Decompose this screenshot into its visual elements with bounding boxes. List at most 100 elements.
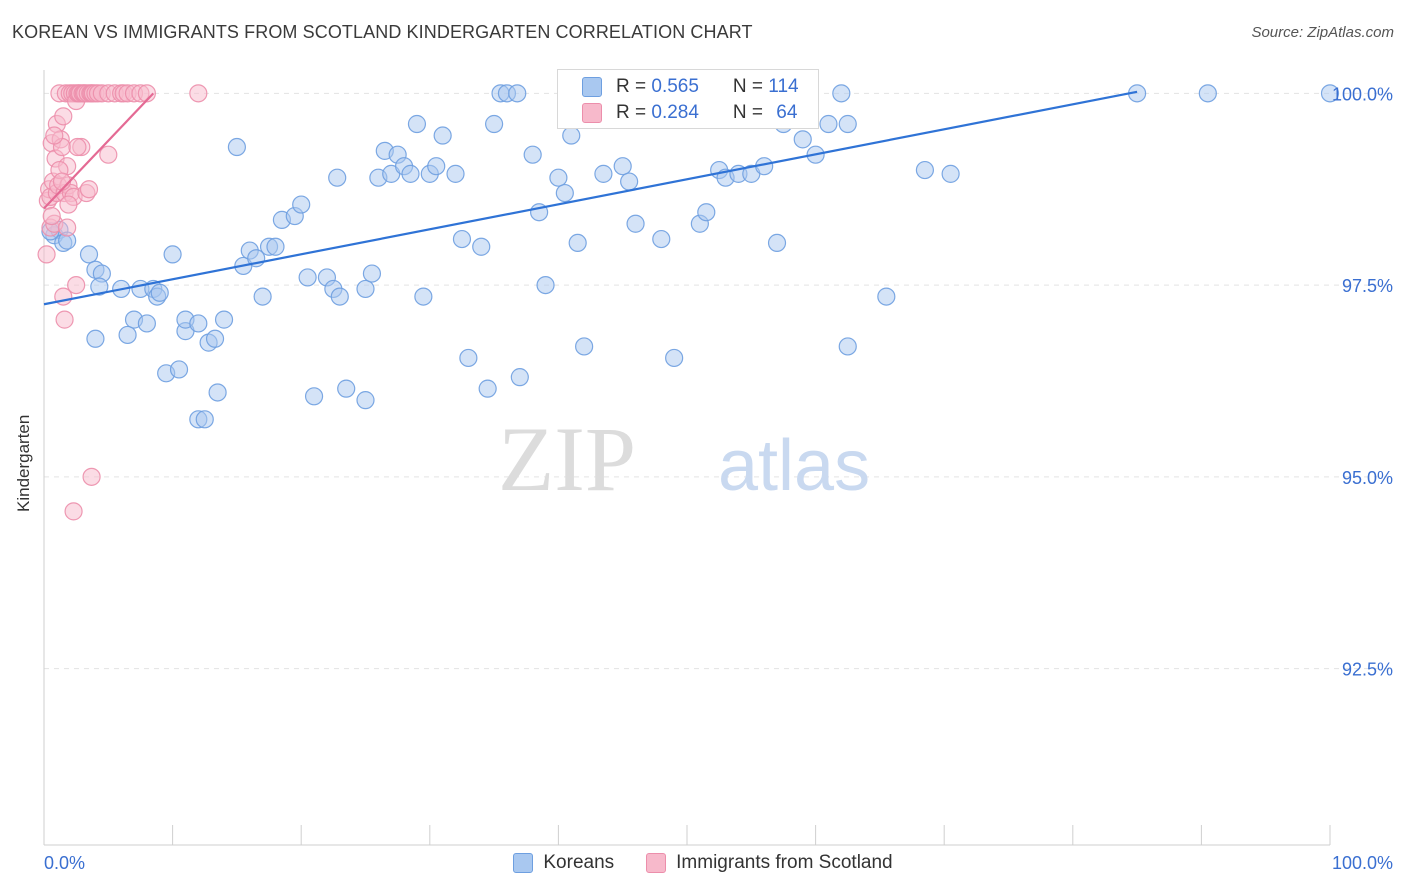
point-scotland-57	[189, 84, 208, 103]
legend-swatch-koreans	[513, 853, 534, 873]
point-koreans-112	[1320, 84, 1340, 103]
point-koreans-58	[427, 157, 446, 176]
point-koreans-33	[253, 287, 272, 306]
point-scotland-50	[137, 84, 156, 103]
legend-item-koreans[interactable]: Koreans	[513, 852, 614, 874]
point-koreans-48	[356, 391, 375, 410]
point-koreans-13	[137, 314, 156, 333]
point-koreans-18	[169, 360, 189, 379]
stats-r-value: 0.284	[651, 102, 699, 123]
point-koreans-81	[613, 157, 632, 176]
point-koreans-75	[562, 126, 581, 145]
point-scotland-60	[68, 137, 87, 157]
watermark-atlas: atlas	[718, 426, 870, 506]
point-koreans-64	[478, 379, 497, 398]
point-koreans-109	[941, 164, 960, 183]
point-koreans-39	[298, 268, 317, 287]
point-koreans-20	[163, 245, 182, 264]
point-koreans-65	[485, 114, 504, 134]
point-koreans-85	[652, 229, 671, 249]
point-scotland-54	[82, 467, 101, 486]
y-tick-label-1: 97.5%	[1342, 276, 1393, 296]
point-koreans-46	[356, 279, 375, 299]
stats-r-label: R =	[616, 76, 652, 97]
point-scotland-58	[45, 126, 64, 145]
legend: Koreans Immigrants from Scotland	[0, 852, 1406, 874]
watermark-zip: ZIP	[498, 408, 636, 510]
axes	[43, 70, 1331, 846]
point-koreans-111	[1198, 84, 1217, 103]
stats-n-label: N =	[732, 76, 769, 97]
legend-label-koreans: Koreans	[543, 852, 615, 873]
point-koreans-55	[407, 114, 427, 134]
stats-r-value: 0.565	[651, 76, 699, 97]
point-koreans-70	[523, 145, 542, 164]
point-koreans-44	[328, 168, 347, 187]
series-scotland-points	[37, 84, 208, 521]
point-koreans-45	[337, 379, 356, 398]
point-koreans-77	[575, 337, 594, 356]
stats-r-label: R =	[616, 102, 652, 123]
stats-row-scotland: R = 0.284 N = 64	[582, 100, 797, 126]
y-axis-label: Kindergarten	[14, 414, 33, 512]
point-scotland-19	[58, 218, 77, 237]
point-koreans-74	[555, 183, 574, 203]
y-tick-label-0: 100.0%	[1332, 84, 1393, 104]
legend-swatch-scotland	[646, 853, 667, 873]
point-koreans-54	[401, 164, 420, 183]
point-koreans-4	[79, 245, 99, 264]
point-koreans-16	[150, 283, 169, 302]
legend-label-scotland: Immigrants from Scotland	[676, 852, 893, 873]
point-koreans-60	[446, 164, 465, 183]
point-koreans-89	[697, 203, 716, 222]
point-koreans-69	[508, 84, 527, 103]
stats-swatch-scotland	[582, 103, 602, 123]
series-koreans-points	[41, 84, 1340, 429]
y-tick-label-2: 95.0%	[1342, 468, 1393, 488]
point-koreans-40	[304, 387, 324, 406]
stats-swatch-koreans	[582, 77, 602, 97]
x-tick-label-1: 100.0%	[1332, 853, 1393, 873]
y-axis-label-wrap: Kindergarten	[14, 415, 34, 532]
point-koreans-105	[832, 84, 851, 103]
point-koreans-25	[214, 310, 234, 329]
point-scotland-61	[42, 206, 61, 226]
point-koreans-43	[330, 287, 349, 306]
point-koreans-82	[620, 172, 639, 191]
point-scotland-56	[99, 145, 118, 164]
point-koreans-107	[877, 287, 896, 306]
point-koreans-68	[510, 368, 529, 387]
point-koreans-7	[90, 277, 109, 296]
point-koreans-26	[208, 383, 227, 402]
point-koreans-106	[838, 337, 857, 356]
point-koreans-10	[86, 329, 105, 348]
stats-row-koreans: R = 0.565 N = 114	[582, 74, 799, 100]
point-koreans-62	[459, 348, 478, 368]
point-koreans-79	[594, 164, 613, 183]
source-label: Source: ZipAtlas.com	[1251, 24, 1394, 41]
point-scotland-0	[37, 245, 56, 264]
point-koreans-72	[536, 275, 555, 295]
trend-lines	[43, 90, 1138, 306]
stats-box: R = 0.565 N = 114 R = 0.284 N = 64	[557, 69, 819, 129]
point-koreans-108	[915, 160, 935, 180]
point-scotland-15	[54, 107, 73, 126]
chart-title: KOREAN VS IMMIGRANTS FROM SCOTLAND KINDE…	[12, 22, 753, 42]
y-tick-labels: 100.0% 97.5% 95.0% 92.5%	[1332, 84, 1393, 679]
x-tick-label-0: 0.0%	[44, 853, 85, 873]
point-koreans-38	[292, 195, 311, 214]
point-koreans-103	[819, 114, 838, 134]
point-koreans-104	[838, 114, 857, 134]
point-koreans-56	[414, 287, 433, 306]
stats-n-value: 64	[776, 102, 798, 123]
point-scotland-52	[67, 275, 86, 295]
trend-line-koreans	[43, 90, 1138, 306]
point-koreans-73	[549, 168, 568, 187]
point-koreans-61	[452, 229, 472, 249]
watermark: ZIP atlas	[498, 408, 870, 510]
point-koreans-24	[205, 329, 225, 348]
stats-n-label: N =	[732, 102, 769, 123]
legend-item-scotland[interactable]: Immigrants from Scotland	[646, 852, 893, 874]
point-scotland-63	[52, 172, 72, 191]
